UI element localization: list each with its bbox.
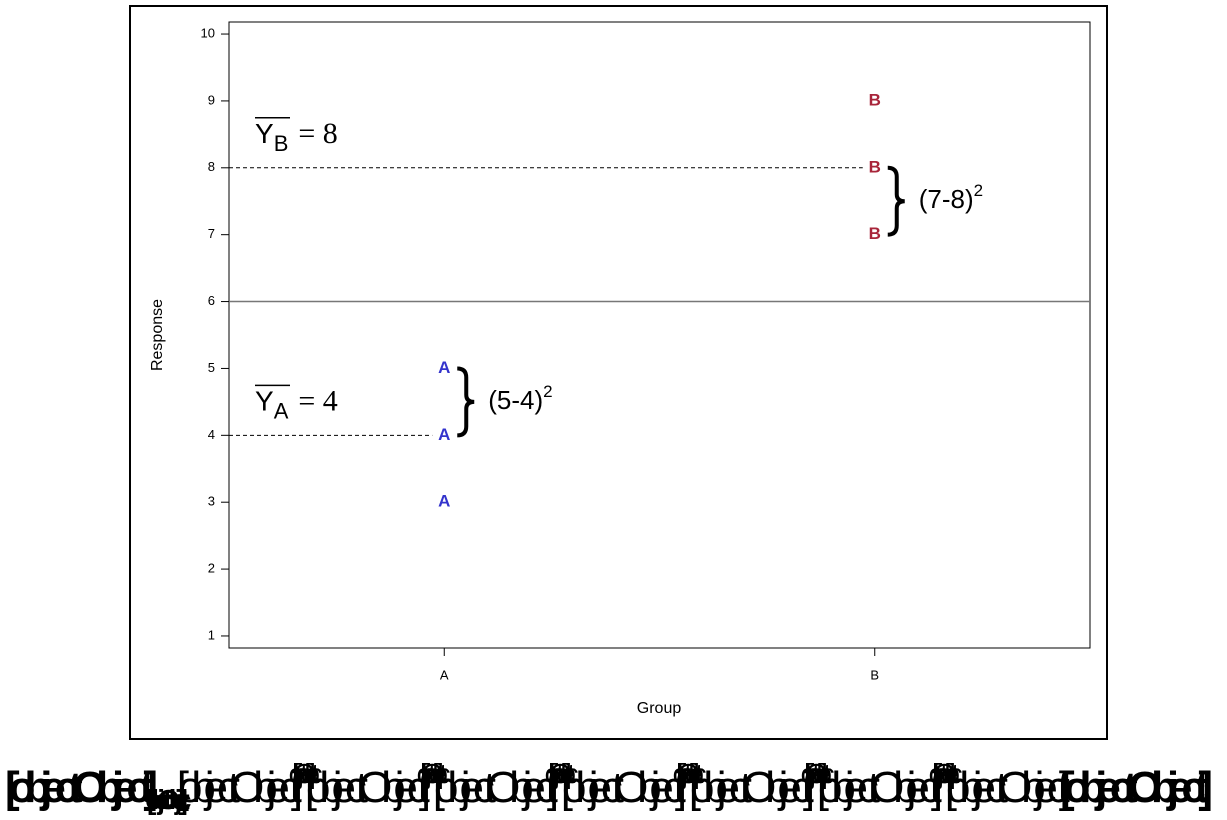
formula-part: [object Object]: [817, 763, 943, 812]
formula-part: [object Object]: [1060, 763, 1213, 812]
formula-part: [object Object]: [945, 763, 1071, 812]
y-tick-label: 7: [208, 226, 215, 241]
y-axis-label: Response: [149, 299, 166, 371]
formula-part: [object Object]: [433, 763, 559, 812]
point: B: [869, 157, 881, 176]
point: A: [438, 492, 450, 511]
brace-label: (7-8)2: [919, 182, 983, 214]
mean-value-text: = 8: [298, 117, 337, 150]
formula-part: [object Object]: [177, 763, 303, 812]
x-tick-label: B: [870, 667, 879, 682]
brace: [887, 165, 905, 237]
point: A: [438, 425, 450, 444]
y-tick-label: 2: [208, 561, 215, 576]
formula-part: [object Object]: [689, 763, 815, 812]
y-tick-label: 4: [208, 427, 215, 442]
y-tick-label: 8: [208, 159, 215, 174]
point: B: [869, 90, 881, 109]
formula-part: [object Object]: [5, 763, 158, 812]
outer-frame: [129, 5, 1108, 740]
y-tick-label: 6: [208, 293, 215, 308]
brace-sup: 2: [974, 182, 983, 201]
y-tick-label: 3: [208, 494, 215, 509]
mean-subscript: A: [274, 398, 289, 423]
mean-label: YA = 4: [255, 384, 338, 423]
point: B: [869, 224, 881, 243]
brace-sup: 2: [543, 382, 552, 401]
brace-text: (5-4): [488, 385, 543, 415]
mean-label: YB = 8: [255, 117, 338, 156]
x-axis-label: Group: [637, 700, 682, 717]
brace: [457, 366, 475, 438]
brace-label: (5-4)2: [488, 382, 552, 414]
plot-frame: [228, 21, 1091, 649]
formula-part: [object Object]: [673, 758, 707, 789]
formula-part: [object Object]: [929, 758, 963, 789]
mean-value-text: = 4: [298, 384, 337, 417]
formula-part: [object Object]: [545, 758, 579, 789]
formula-part: [object Object]: [289, 758, 323, 789]
formula-part: [object Object]: [305, 763, 431, 812]
formula-part: [object Object]: [145, 784, 191, 815]
formula-part: [object Object]: [417, 758, 451, 789]
mean-subscript: B: [274, 131, 289, 156]
formula-part: [object Object]: [561, 763, 687, 812]
x-tick-label: A: [440, 667, 449, 682]
y-tick-label: 10: [201, 25, 215, 40]
brace-text: (7-8): [919, 184, 974, 214]
point: A: [438, 358, 450, 377]
y-tick-label: 5: [208, 360, 215, 375]
formula-part: [object Object]: [801, 758, 835, 789]
y-tick-label: 1: [208, 627, 215, 642]
mean-symbol: Y: [255, 118, 274, 149]
formula: [object Object][object Object][object Ob…: [5, 758, 1213, 815]
mean-symbol: Y: [255, 386, 274, 417]
y-tick-label: 9: [208, 92, 215, 107]
